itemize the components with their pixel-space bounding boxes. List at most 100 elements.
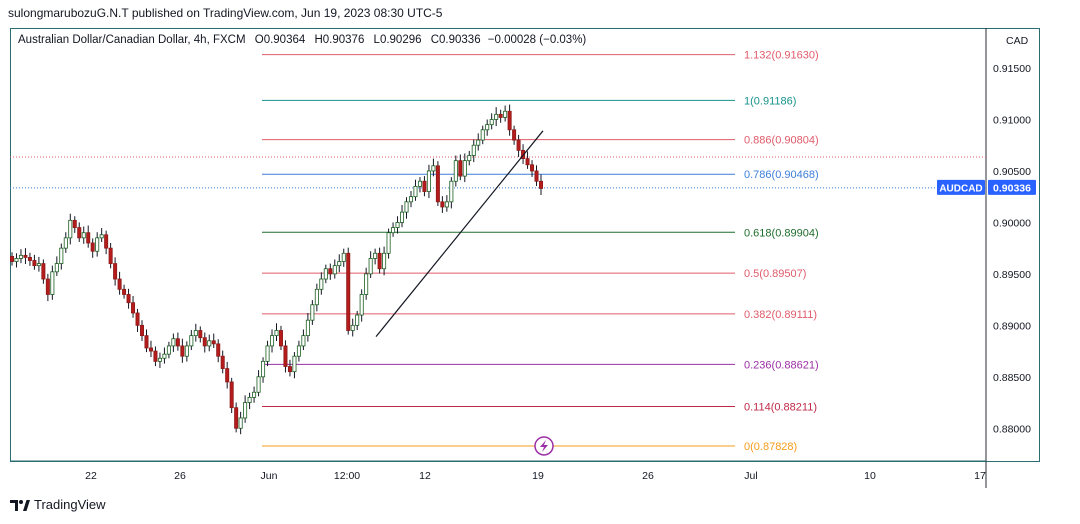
candle-body: [189, 335, 194, 347]
candle-body: [355, 314, 360, 326]
symbol-badge-label: AUDCAD: [939, 183, 982, 194]
candle-body: [202, 337, 207, 347]
candle-body: [467, 155, 472, 162]
x-tick-label: 22: [85, 470, 97, 482]
candle-body: [426, 170, 431, 192]
candle-body: [148, 347, 153, 352]
candle-body: [498, 113, 503, 118]
candle-body: [41, 263, 46, 280]
candle-body: [216, 343, 221, 357]
candle-body: [265, 345, 270, 362]
candle-body: [512, 129, 517, 141]
candle-body: [274, 330, 279, 337]
candle-body: [462, 160, 467, 177]
candle-body: [458, 160, 463, 177]
candle-body: [364, 273, 369, 295]
trendline: [375, 130, 544, 338]
fib-level-label: 0.114(0.88211): [744, 402, 817, 414]
x-tick-label: 17: [974, 470, 986, 482]
x-tick-label: 26: [174, 470, 186, 482]
candle-body: [59, 247, 64, 264]
candle-body: [175, 338, 180, 347]
candle-body: [72, 219, 77, 228]
candle-body: [81, 232, 86, 239]
candle-body: [292, 355, 297, 373]
candle-body: [417, 180, 422, 187]
symbol-badge: [937, 179, 985, 195]
fib-level-label: 0.886(0.90804): [744, 135, 819, 147]
candle-body: [341, 252, 346, 262]
candle-body: [171, 338, 176, 347]
publish-info: sulongmarubozuG.N.T published on Trading…: [8, 6, 443, 20]
candle-body: [494, 113, 499, 120]
candle-body: [368, 258, 373, 275]
candle-body: [391, 227, 396, 234]
high-value: H0.90376: [314, 34, 365, 46]
candle-body: [23, 254, 28, 258]
footer-brand: TradingView: [34, 497, 106, 512]
change-value: −0.00028 (−0.03%): [487, 34, 587, 46]
candle-body: [332, 265, 337, 275]
x-tick-label: 12: [419, 470, 431, 482]
chart-legend: Australian Dollar/Canadian Dollar, 4h, F…: [18, 34, 586, 46]
candle-body: [278, 330, 283, 347]
x-tick-label: 12:00: [334, 470, 360, 482]
candle-body: [95, 237, 100, 252]
open-value: O0.90364: [254, 34, 306, 46]
candle-body: [117, 278, 122, 290]
candle-body: [225, 368, 230, 383]
candle-body: [45, 278, 50, 295]
candle-body: [431, 165, 436, 172]
last-price-label: 0.90336: [993, 182, 1031, 194]
candle-body: [122, 288, 127, 295]
candle-body: [453, 160, 458, 182]
candle-body: [90, 242, 95, 252]
candle-body: [144, 335, 149, 349]
candle-body: [126, 294, 131, 304]
x-tick-label: 26: [642, 470, 654, 482]
candle-body: [408, 196, 413, 203]
candle-body: [50, 271, 55, 295]
candle-body: [400, 211, 405, 223]
candle-body: [314, 288, 319, 306]
candle-body: [135, 312, 140, 326]
candle-body: [27, 257, 32, 261]
candle-body: [485, 124, 490, 131]
candle-body: [530, 164, 535, 172]
candle-body: [539, 180, 544, 189]
candle-body: [243, 402, 248, 419]
candle-body: [193, 330, 198, 337]
candle-body: [359, 294, 364, 316]
y-tick-label: 0.90000: [993, 217, 1031, 229]
fib-level-label: 0(0.87828): [744, 441, 797, 453]
candle-body: [18, 254, 23, 259]
y-tick-label: 0.90500: [993, 166, 1031, 178]
candle-body: [534, 170, 539, 182]
candle-body: [444, 201, 449, 208]
candle-body: [301, 335, 306, 347]
y-tick-label: 0.88000: [993, 423, 1031, 435]
candle-body: [422, 180, 427, 192]
candle-body: [440, 201, 445, 208]
candle-body: [328, 268, 333, 275]
candle-body: [395, 222, 400, 228]
candle-body: [77, 227, 82, 239]
candle-body: [238, 417, 243, 429]
candle-body: [480, 129, 485, 141]
candle-body: [211, 340, 216, 345]
candle-body: [382, 252, 387, 270]
candle-body: [166, 345, 171, 355]
y-tick-label: 0.89000: [993, 320, 1031, 332]
candle-body: [256, 376, 261, 393]
y-tick-label: 0.91000: [993, 114, 1031, 126]
x-tick-label: 19: [532, 470, 544, 482]
last-price-badge: [988, 179, 1036, 195]
candle-body: [373, 252, 378, 259]
fib-level-label: 0.786(0.90468): [744, 169, 819, 181]
fib-level-label: 1.132(0.91630): [744, 50, 819, 62]
fib-level-label: 0.236(0.88621): [744, 359, 819, 371]
candle-body: [471, 144, 476, 156]
candle-body: [337, 261, 342, 267]
candle-body: [198, 330, 203, 339]
